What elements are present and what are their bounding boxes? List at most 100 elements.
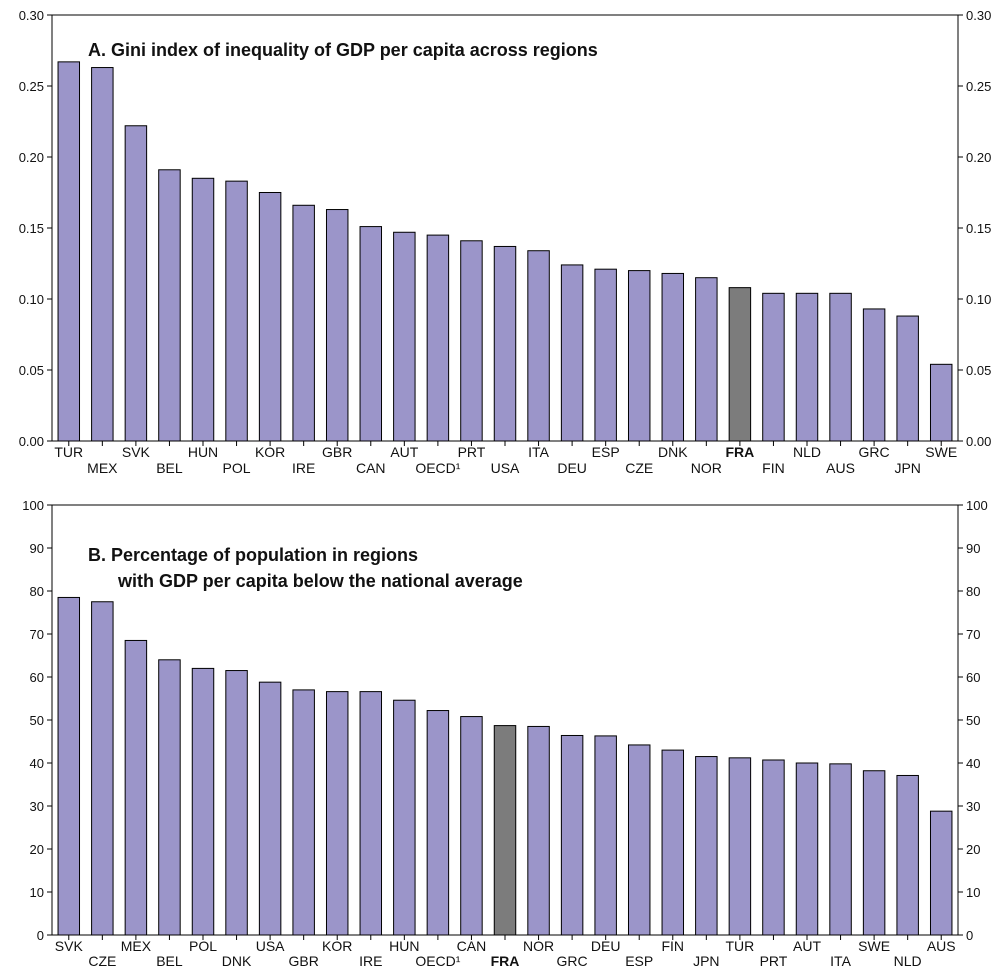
bar-a-fra: [728, 287, 752, 442]
bar-b-esp: [627, 744, 651, 936]
y-tick-label-left: 0.15: [19, 221, 44, 236]
bar-b-dnk: [225, 670, 248, 936]
y-tick-label-left: 60: [30, 670, 44, 685]
x-label-a-gbr: GBR: [322, 444, 352, 460]
y-tick-label-left: 80: [30, 584, 44, 599]
x-label-a-bel: BEL: [156, 460, 183, 476]
y-tick-label-right: 80: [966, 584, 980, 599]
y-tick-label-left: 70: [30, 627, 44, 642]
bar-a-oecd: [426, 234, 450, 442]
x-label-a-mex: MEX: [87, 460, 118, 476]
bar-a-esp: [594, 268, 617, 442]
bar-b-prt: [762, 759, 785, 936]
bar-a-aut: [393, 231, 416, 442]
y-tick-label-right: 40: [966, 756, 980, 771]
x-label-b-tur: TUR: [725, 938, 754, 954]
y-tick-label-left: 0.00: [19, 434, 44, 449]
bar-a-can: [359, 226, 383, 442]
y-tick-label-left: 30: [30, 799, 44, 814]
y-tick-label-left: 10: [30, 885, 44, 900]
y-tick-label-left: 100: [22, 498, 44, 513]
bar-b-jpn: [695, 756, 718, 936]
y-tick-label-right: 90: [966, 541, 980, 556]
y-tick-label-left: 0.05: [19, 363, 44, 378]
bar-a-prt: [460, 240, 483, 442]
x-label-b-grc: GRC: [557, 953, 588, 969]
x-label-a-aut: AUT: [390, 444, 418, 460]
x-label-b-nld: NLD: [894, 953, 922, 969]
x-label-b-jpn: JPN: [693, 953, 719, 969]
x-label-a-grc: GRC: [859, 444, 890, 460]
y-tick-label-right: 0.30: [966, 8, 991, 23]
x-label-b-ita: ITA: [830, 953, 851, 969]
x-label-b-bel: BEL: [156, 953, 183, 969]
x-label-a-can: CAN: [356, 460, 386, 476]
x-label-b-oecd: OECD¹: [415, 953, 460, 969]
y-tick-label-right: 0.00: [966, 434, 991, 449]
x-label-a-deu: DEU: [557, 460, 587, 476]
x-label-b-svk: SVK: [55, 938, 84, 954]
x-label-b-ire: IRE: [359, 953, 382, 969]
bar-a-grc: [862, 308, 886, 442]
bar-b-mex: [124, 639, 148, 936]
x-label-b-nor: NOR: [523, 938, 554, 954]
bar-a-jpn: [896, 315, 919, 442]
bar-a-aus: [829, 292, 852, 442]
y-tick-label-right: 10: [966, 885, 980, 900]
bar-a-cze: [627, 270, 651, 442]
bar-a-bel: [158, 169, 181, 442]
x-label-b-can: CAN: [457, 938, 487, 954]
y-tick-label-left: 0.20: [19, 150, 44, 165]
x-label-a-svk: SVK: [122, 444, 151, 460]
y-tick-label-left: 0: [37, 928, 44, 943]
y-tick-label-left: 0.30: [19, 8, 44, 23]
y-tick-label-right: 70: [966, 627, 980, 642]
x-label-b-mex: MEX: [121, 938, 152, 954]
bar-a-hun: [191, 177, 215, 442]
bar-a-pol: [225, 180, 248, 442]
bar-b-nld: [896, 774, 919, 936]
x-label-a-fra: FRA: [725, 444, 754, 460]
bar-b-usa: [258, 681, 282, 936]
bar-a-deu: [560, 264, 584, 442]
x-label-a-hun: HUN: [188, 444, 218, 460]
bar-b-tur: [728, 757, 752, 936]
bar-b-pol: [191, 667, 215, 936]
y-tick-label-right: 50: [966, 713, 980, 728]
x-label-a-usa: USA: [491, 460, 520, 476]
x-label-b-hun: HUN: [389, 938, 419, 954]
x-label-b-esp: ESP: [625, 953, 653, 969]
x-label-a-kor: KOR: [255, 444, 285, 460]
x-label-b-deu: DEU: [591, 938, 621, 954]
bar-b-nor: [527, 725, 550, 936]
x-label-a-nor: NOR: [691, 460, 722, 476]
bar-a-kor: [258, 192, 282, 442]
bar-b-deu: [594, 735, 617, 936]
bar-a-usa: [493, 245, 517, 442]
x-label-b-swe: SWE: [858, 938, 890, 954]
x-label-b-fra: FRA: [491, 953, 520, 969]
x-label-a-ire: IRE: [292, 460, 315, 476]
y-tick-label-left: 50: [30, 713, 44, 728]
y-tick-label-right: 0.20: [966, 150, 991, 165]
bar-b-cze: [91, 601, 114, 936]
bar-b-hun: [393, 699, 416, 936]
bar-b-fin: [661, 749, 685, 936]
bar-b-fra: [493, 725, 517, 936]
y-tick-label-left: 20: [30, 842, 44, 857]
bar-b-aus: [929, 810, 953, 936]
y-tick-label-left: 0.10: [19, 292, 44, 307]
x-label-a-fin: FIN: [762, 460, 785, 476]
y-tick-label-right: 0.10: [966, 292, 991, 307]
bar-a-ita: [527, 250, 550, 442]
y-tick-label-left: 0.25: [19, 79, 44, 94]
bar-b-ire: [359, 691, 383, 936]
bar-b-aut: [795, 762, 819, 936]
x-label-a-cze: CZE: [625, 460, 653, 476]
x-label-b-aus: AUS: [927, 938, 956, 954]
bar-b-can: [460, 716, 483, 936]
y-tick-label-right: 0.05: [966, 363, 991, 378]
y-tick-label-right: 20: [966, 842, 980, 857]
x-label-a-ita: ITA: [528, 444, 549, 460]
x-label-a-nld: NLD: [793, 444, 821, 460]
